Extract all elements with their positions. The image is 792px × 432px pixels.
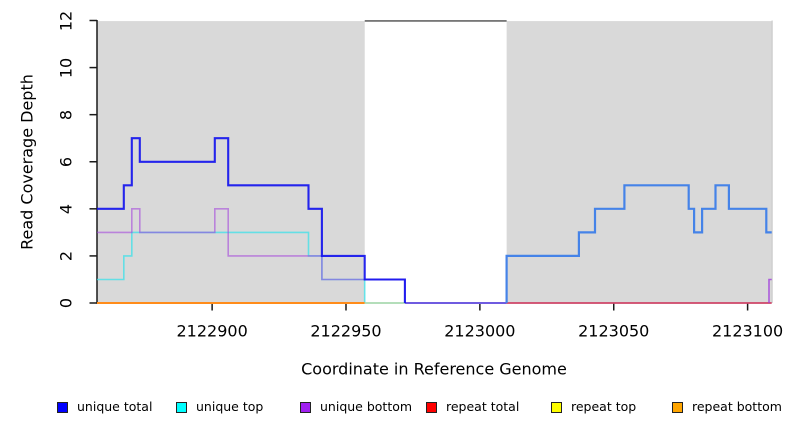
legend-swatch-icon [426,401,437,413]
legend-swatch-icon [300,401,311,413]
legend-item: repeat top [551,399,636,415]
legend-swatch-icon [672,401,683,413]
x-tick-label: 2122950 [310,321,382,341]
y-tick-label: 10 [56,57,76,78]
legend-label: unique total [77,399,153,414]
x-tick-label: 2123050 [578,321,650,341]
legend-item: unique total [57,399,152,415]
legend-label: repeat total [446,399,520,414]
x-tick-label: 2122900 [176,321,248,341]
x-tick-label: 2123000 [444,321,516,341]
legend-swatch-icon [176,401,187,413]
legend-label: repeat top [571,399,637,414]
legend-item: unique top [176,399,263,415]
series-unique-total-left-region- [97,137,406,303]
y-tick-label: 12 [56,10,76,31]
y-tick-label: 2 [56,250,76,261]
legend-item: repeat bottom [672,399,782,415]
x-axis-title: Coordinate in Reference Genome [301,359,567,379]
y-tick-label: 8 [56,109,76,120]
y-tick-label: 6 [56,156,76,167]
x-tick-label: 2123100 [711,321,784,341]
shaded-region [97,21,365,303]
shaded-region [506,21,772,303]
y-tick-label: 0 [56,297,76,309]
legend-swatch-icon [551,401,562,413]
legend-swatch-icon [57,401,68,413]
legend-item: repeat total [426,399,519,415]
y-axis-title: Read Coverage Depth [17,74,37,250]
legend-label: repeat bottom [692,399,782,414]
legend-item: unique bottom [300,399,412,415]
series-total-right-region-blended-blue- [505,184,772,303]
y-tick-label: 4 [56,203,76,214]
series-unique-bottom-right-edge-rise- [768,278,772,303]
legend-label: unique bottom [320,399,413,414]
legend-label: unique top [196,399,264,414]
